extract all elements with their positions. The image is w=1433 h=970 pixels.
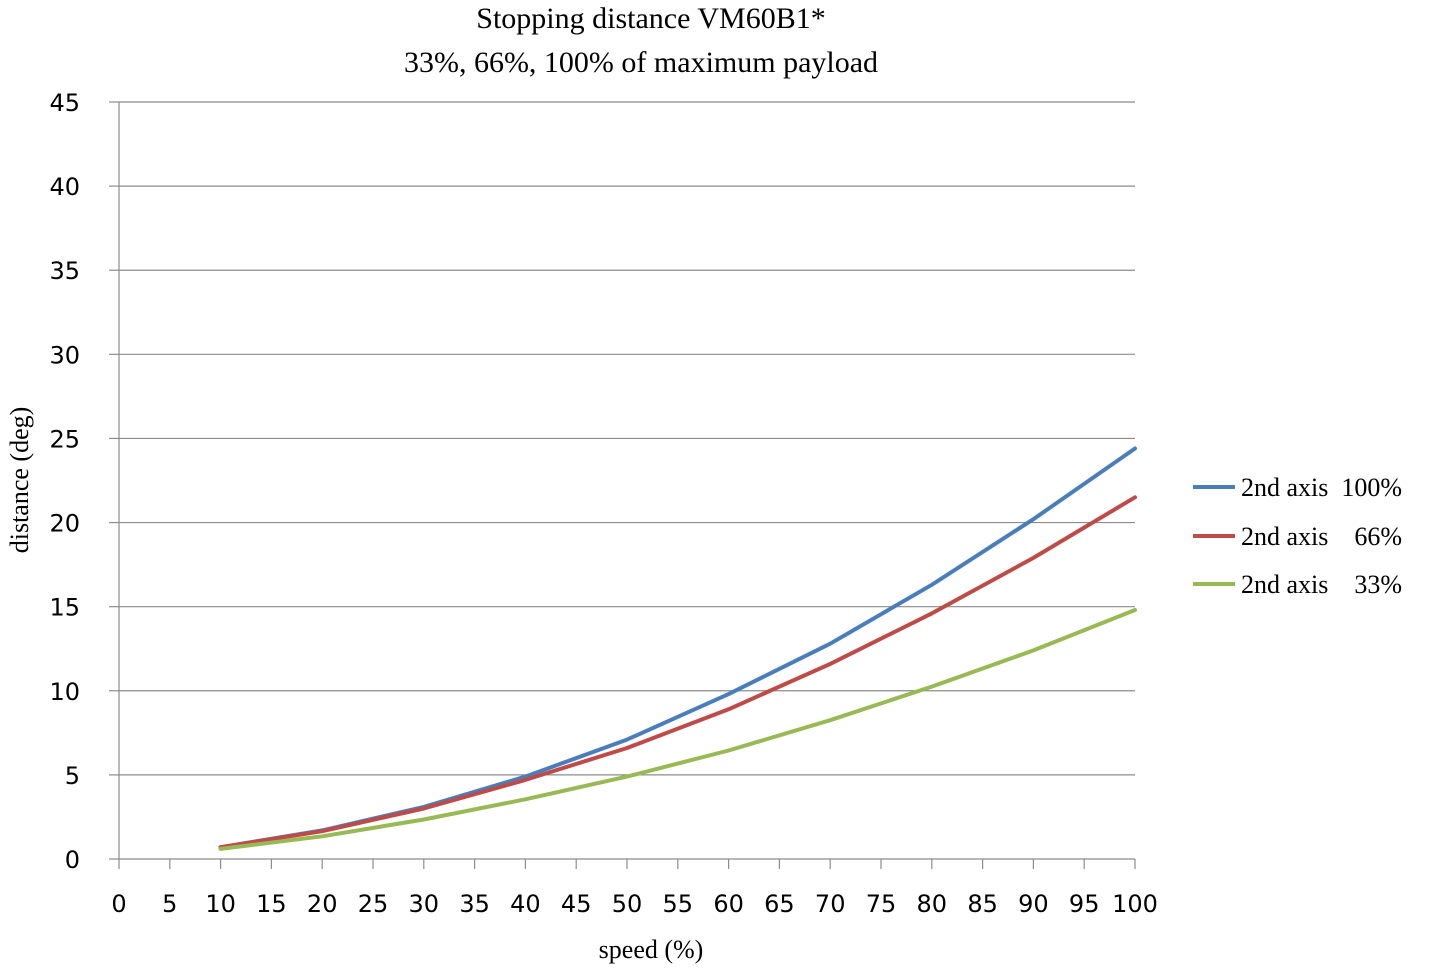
x-axis-label: speed (%) (599, 935, 704, 964)
x-tick-label: 0 (111, 890, 126, 918)
x-tick-label: 80 (917, 890, 948, 918)
x-tick-label: 95 (1069, 890, 1100, 918)
y-tick-label: 40 (49, 173, 80, 201)
y-tick-label: 0 (65, 846, 80, 874)
x-tick-label: 100 (1112, 890, 1158, 918)
y-tick-label: 25 (49, 425, 80, 453)
x-tick-label: 30 (409, 890, 440, 918)
x-tick-label: 40 (510, 890, 541, 918)
x-tick-label: 60 (713, 890, 744, 918)
axes (109, 101, 1136, 869)
x-tick-label: 15 (256, 890, 287, 918)
x-tick-label: 50 (612, 890, 643, 918)
series-line-0 (218, 446, 1137, 850)
legend: 2nd axis 100% 2nd axis 66% 2nd axis 33% (1193, 473, 1402, 599)
y-tick-label: 30 (49, 341, 80, 369)
x-tick-label: 85 (967, 890, 998, 918)
series-line-2 (218, 608, 1137, 851)
x-tick-label: 35 (459, 890, 490, 918)
x-tick-label: 5 (162, 890, 177, 918)
legend-label: 2nd axis 66% (1241, 522, 1402, 551)
x-tick-label: 90 (1018, 890, 1049, 918)
x-tick-label: 75 (866, 890, 897, 918)
y-tick-label: 15 (49, 594, 80, 622)
legend-entry-1: 2nd axis 66% (1193, 522, 1402, 551)
x-tick-label: 45 (561, 890, 592, 918)
y-tick-label: 10 (49, 678, 80, 706)
y-tick-label: 5 (65, 762, 80, 790)
legend-entry-0: 2nd axis 100% (1193, 473, 1402, 502)
y-tick-label: 20 (49, 510, 80, 538)
x-tick-label: 70 (815, 890, 846, 918)
x-tick-label: 65 (764, 890, 795, 918)
x-tick-labels: 0 5 10 15 20 25 30 35 40 45 50 55 60 65 70 75 80 85 90 95 10… (111, 890, 1158, 918)
y-tick-label: 45 (49, 89, 80, 117)
x-tick-label: 10 (205, 890, 236, 918)
legend-label: 2nd axis 100% (1241, 473, 1402, 502)
series-lines (218, 446, 1137, 851)
y-tick-label: 35 (49, 257, 80, 285)
x-tick-label: 20 (307, 890, 338, 918)
chart-subtitle: 33%, 66%, 100% of maximum payload (404, 46, 878, 79)
y-axis-label: distance (deg) (5, 407, 34, 554)
series-line-1 (218, 495, 1137, 850)
legend-label: 2nd axis 33% (1241, 570, 1402, 599)
x-tick-label: 25 (358, 890, 389, 918)
chart-title: Stopping distance VM60B1* (476, 2, 825, 35)
legend-entry-2: 2nd axis 33% (1193, 570, 1402, 599)
x-tick-label: 55 (663, 890, 694, 918)
grid-lines (119, 101, 1135, 776)
y-tick-labels: 0 5 10 15 20 25 30 35 40 45 (49, 89, 80, 874)
